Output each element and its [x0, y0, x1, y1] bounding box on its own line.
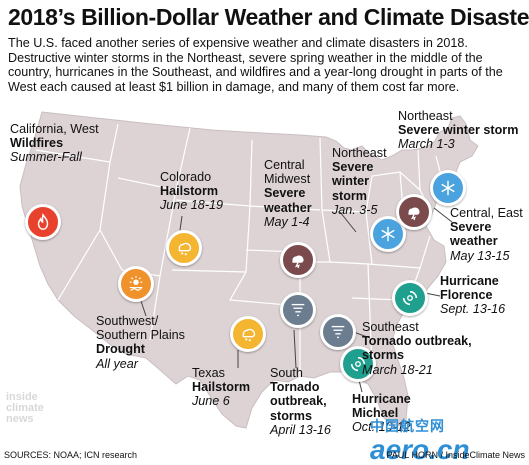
co-region: Colorado: [160, 170, 212, 184]
snowflake-icon: [381, 226, 395, 242]
credit-text: PAUL HORN / InsideClimate News: [386, 450, 525, 460]
colorado-hail-marker[interactable]: [166, 230, 202, 266]
southeast-tornado-marker[interactable]: [320, 314, 356, 350]
so-type3: storms: [270, 408, 312, 423]
cm-type2: weather: [264, 200, 312, 215]
hail-icon: [178, 242, 192, 256]
sw-region1: Southwest/: [96, 314, 159, 328]
drought-icon: [129, 275, 143, 291]
aero-logo-text: aero.cn: [370, 434, 470, 465]
wildfire-marker[interactable]: [25, 204, 61, 240]
hf-type1: Hurricane: [440, 274, 499, 288]
label-northeast-jan: Northeast Severe winter storm Jan. 3-5: [332, 146, 387, 217]
label-michael: Hurricane Michael Oct. 10-12: [352, 392, 411, 435]
ca-region: California, West: [10, 122, 99, 136]
storm-cloud-icon: [292, 255, 304, 269]
label-southeast: Southeast Tornado outbreak, storms March…: [362, 320, 472, 377]
label-central-east: Central, East Severe weather May 13-15: [450, 206, 523, 263]
label-south: South Tornado outbreak, storms April 13-…: [270, 366, 331, 437]
ne1-region: Northeast: [332, 146, 387, 160]
midwest-weather-marker[interactable]: [280, 242, 316, 278]
ne2-region: Northeast: [398, 109, 453, 123]
co-date: June 18-19: [160, 198, 224, 213]
hurricane-icon: [402, 290, 418, 306]
so-date: April 13-16: [270, 422, 331, 437]
ce-type1: Severe: [450, 220, 492, 235]
snowflake-icon: [441, 180, 455, 196]
ne1-type1: Severe: [332, 160, 374, 175]
intro-paragraph: The U.S. faced another series of expensi…: [8, 36, 503, 94]
ne1-type3: storm: [332, 188, 367, 203]
label-northeast-march: Northeast Severe winter storm March 1-3: [398, 109, 518, 152]
label-california: California, West Wildfires Summer-Fall: [10, 122, 99, 165]
so-region: South: [270, 366, 303, 380]
se-region: Southeast: [362, 320, 419, 334]
sw-type: Drought: [96, 342, 145, 357]
tx-region: Texas: [192, 366, 225, 380]
hurricane-icon: [350, 356, 366, 372]
sources-text: SOURCES: NOAA; ICN research: [4, 450, 138, 460]
tornado-icon: [331, 325, 345, 339]
michael-marker[interactable]: [340, 346, 376, 382]
page-title: 2018’s Billion-Dollar Weather and Climat…: [8, 4, 529, 30]
ce-region: Central, East: [450, 206, 523, 220]
drought-marker[interactable]: [118, 266, 154, 302]
icn-watermark: inside climate news: [6, 391, 44, 425]
sw-region2: Southern Plains: [96, 328, 185, 343]
hail-icon: [242, 328, 256, 342]
so-type1: Tornado: [270, 380, 320, 395]
cm-type1: Severe: [264, 186, 306, 201]
tornado-icon: [291, 303, 305, 317]
ne1-type2: winter: [332, 174, 370, 189]
aero-cn-text: 中国航空网: [370, 418, 445, 434]
ca-date: Summer-Fall: [10, 150, 82, 165]
label-florence: Hurricane Florence Sept. 13-16: [440, 274, 505, 317]
cm-region2: Midwest: [264, 172, 311, 187]
label-southwest: Southwest/ Southern Plains Drought All y…: [96, 314, 185, 371]
ne2-type: Severe winter storm: [398, 123, 519, 138]
northeast-march-marker[interactable]: [430, 170, 466, 206]
cm-region1: Central: [264, 158, 305, 172]
ce-date: May 13-15: [450, 248, 510, 263]
hm-type2: Michael: [352, 406, 399, 421]
cm-date: May 1-4: [264, 214, 310, 229]
texas-hail-marker[interactable]: [230, 316, 266, 352]
aero-watermark: 中国航空网 aero.cn: [370, 416, 526, 464]
sw-date: All year: [96, 356, 138, 371]
se-type1: Tornado outbreak,: [362, 334, 472, 349]
ca-type: Wildfires: [10, 136, 64, 151]
ce-type2: weather: [450, 234, 498, 249]
storm-cloud-icon: [408, 207, 420, 221]
co-type: Hailstorm: [160, 184, 219, 199]
so-type2: outbreak,: [270, 394, 327, 409]
central-east-weather-marker[interactable]: [396, 194, 432, 230]
hf-type2: Florence: [440, 288, 493, 303]
hm-type1: Hurricane: [352, 392, 411, 406]
ne1-date: Jan. 3-5: [332, 202, 378, 217]
hm-date: Oct. 10-12: [352, 420, 411, 435]
se-date: March 18-21: [362, 362, 433, 377]
tx-date: June 6: [192, 394, 230, 409]
label-colorado: Colorado Hailstorm June 18-19: [160, 170, 223, 213]
fire-icon: [37, 213, 49, 230]
tx-type: Hailstorm: [192, 380, 251, 395]
label-texas: Texas Hailstorm June 6: [192, 366, 250, 409]
label-central-midwest: Central Midwest Severe weather May 1-4: [264, 158, 312, 229]
se-type2: storms: [362, 348, 404, 363]
hf-date: Sept. 13-16: [440, 302, 506, 317]
ne2-date: March 1-3: [398, 137, 455, 152]
south-tornado-marker[interactable]: [280, 292, 316, 328]
florence-marker[interactable]: [392, 280, 428, 316]
